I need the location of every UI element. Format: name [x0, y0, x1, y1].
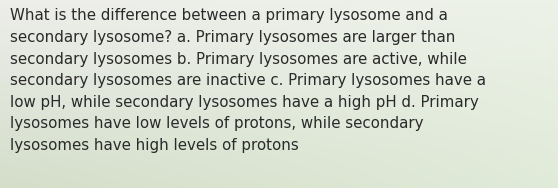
Text: secondary lysosome? a. Primary lysosomes are larger than: secondary lysosome? a. Primary lysosomes… [10, 30, 455, 45]
Text: lysosomes have high levels of protons: lysosomes have high levels of protons [10, 138, 299, 153]
Text: low pH, while secondary lysosomes have a high pH d. Primary: low pH, while secondary lysosomes have a… [10, 95, 479, 110]
Text: secondary lysosomes are inactive c. Primary lysosomes have a: secondary lysosomes are inactive c. Prim… [10, 73, 486, 88]
Text: What is the difference between a primary lysosome and a: What is the difference between a primary… [10, 8, 448, 24]
Text: secondary lysosomes b. Primary lysosomes are active, while: secondary lysosomes b. Primary lysosomes… [10, 52, 467, 67]
Text: lysosomes have low levels of protons, while secondary: lysosomes have low levels of protons, wh… [10, 116, 424, 131]
